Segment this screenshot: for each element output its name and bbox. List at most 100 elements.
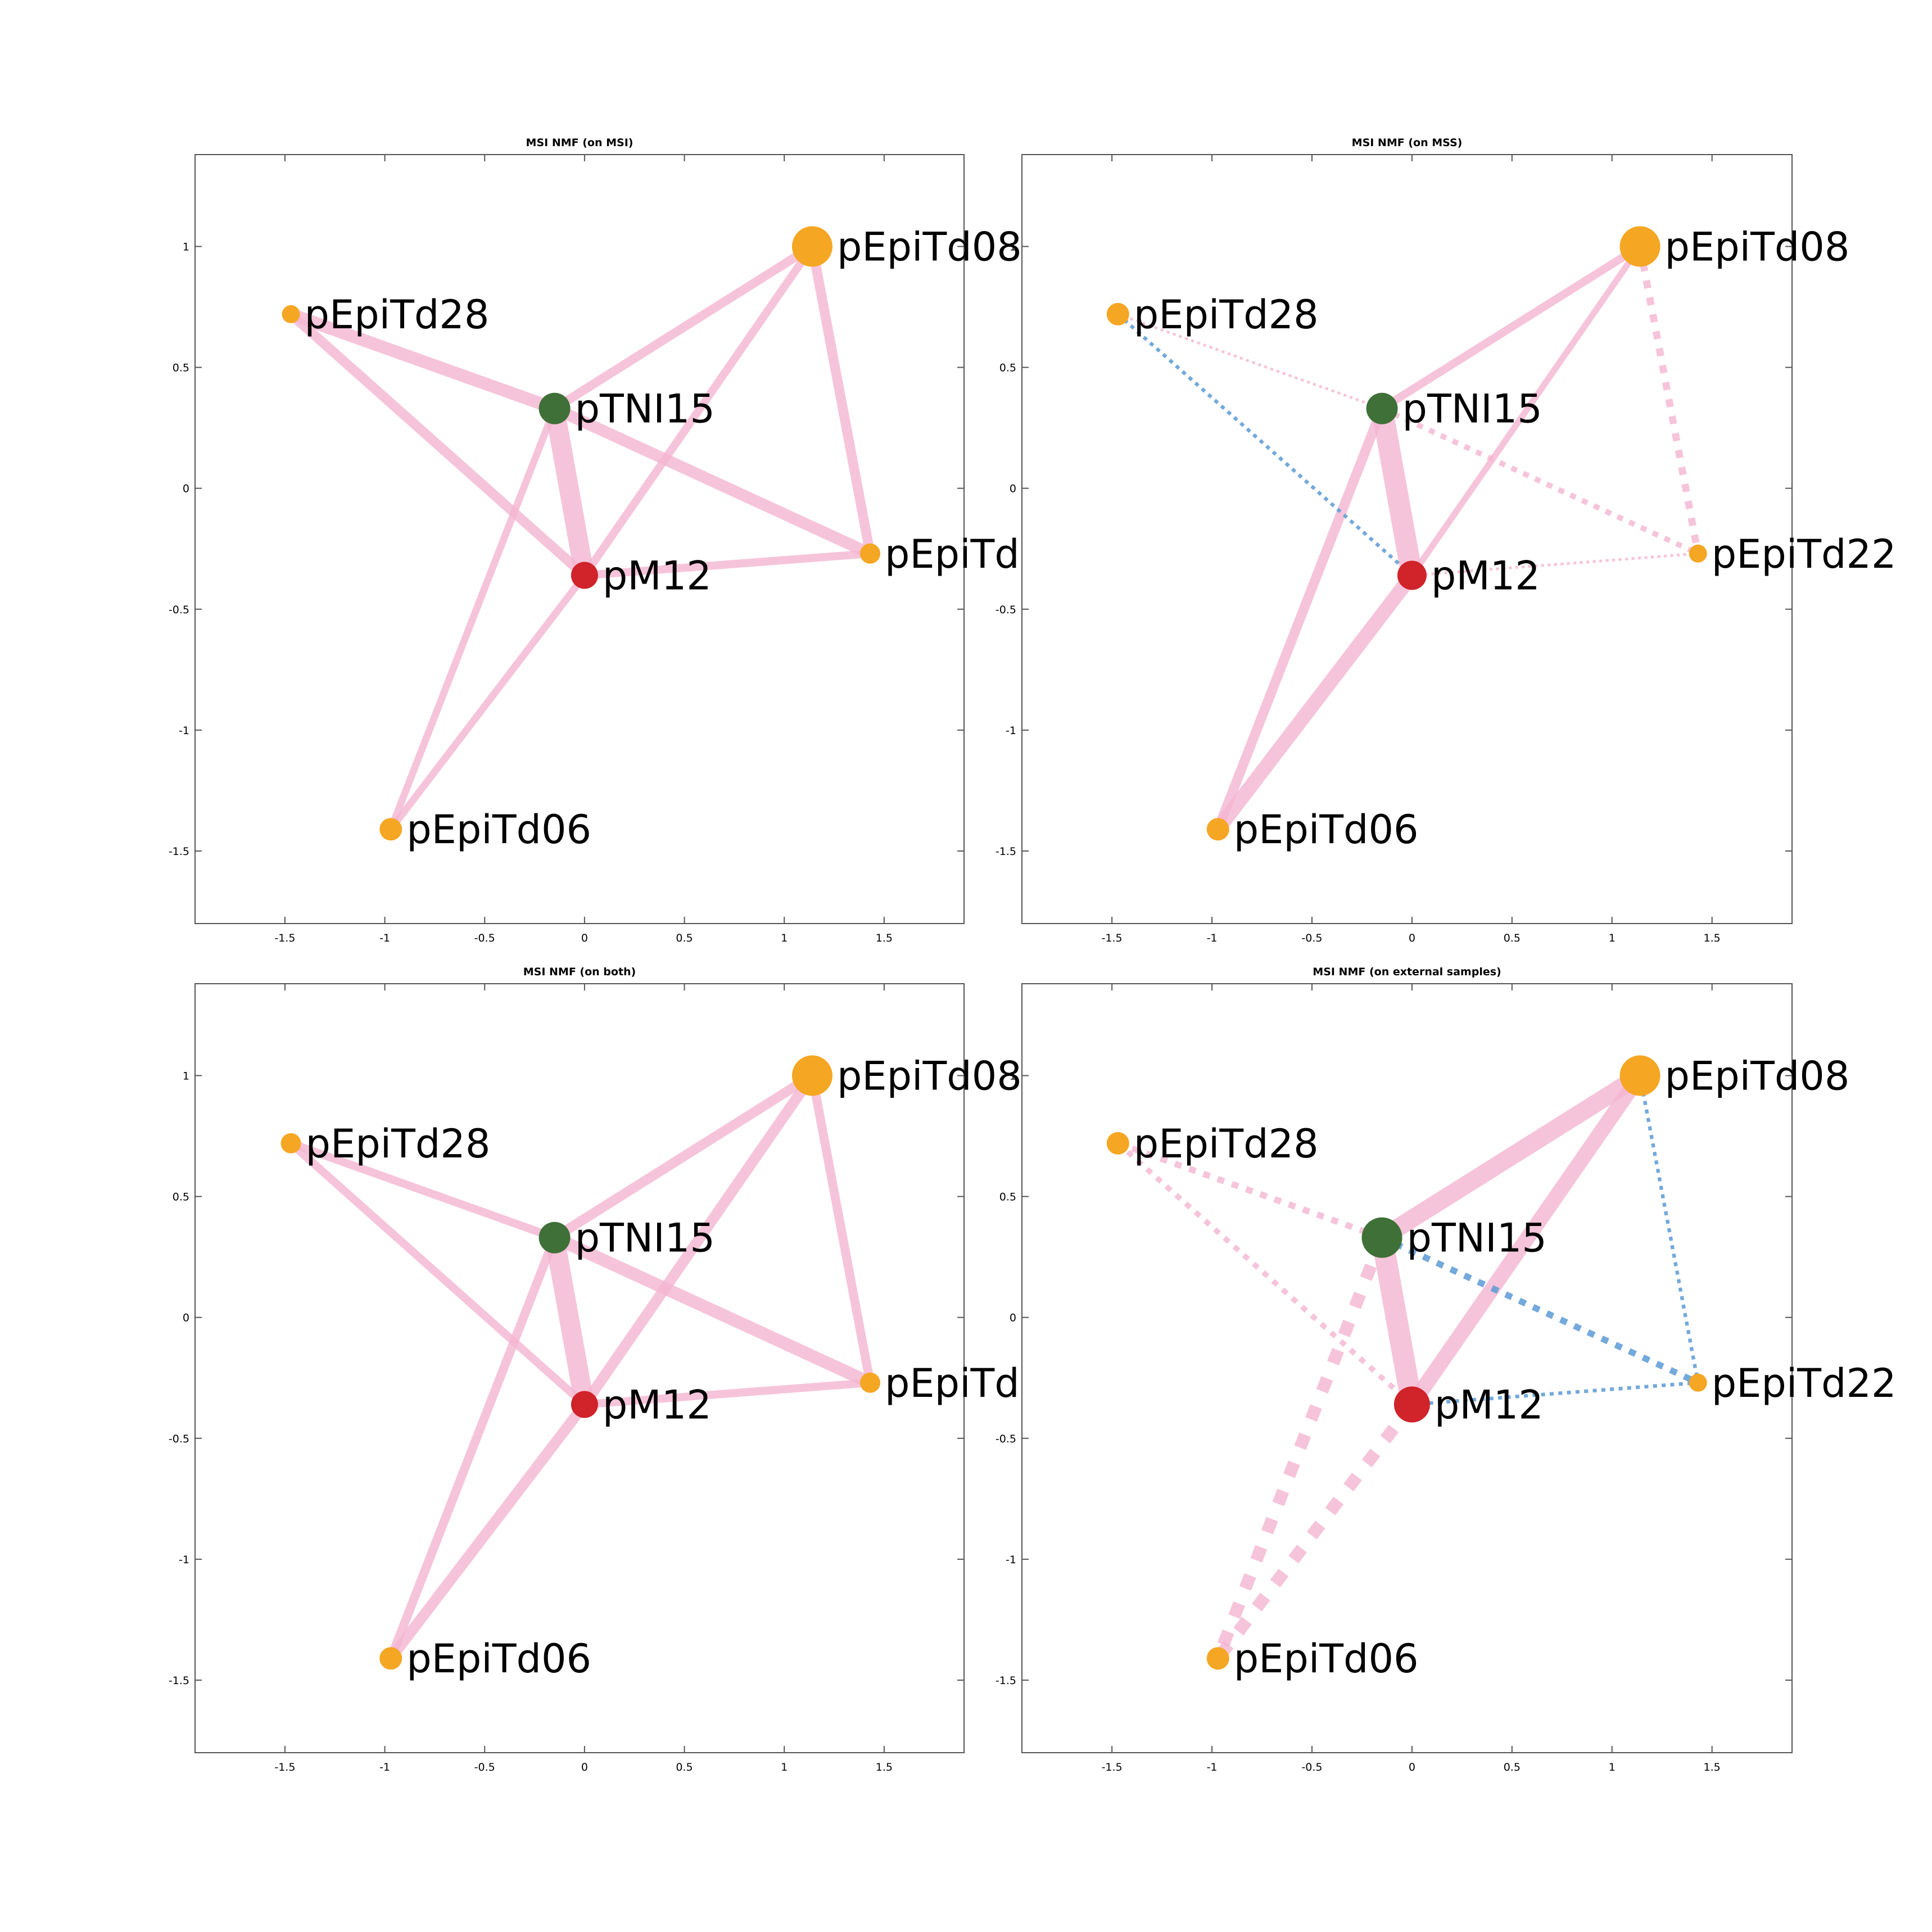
edge-pTNI15-pEpiTd06 <box>1213 406 1387 831</box>
node-pEpiTd08 <box>1619 1055 1660 1096</box>
axes-frame <box>194 154 965 924</box>
edge-pEpiTd08-pM12 <box>1405 1071 1646 1409</box>
label-layer: pEpiTd08 pEpiTd28 pTNI15 pEpiTd22 pM12 pEpiTd… <box>1134 224 1897 853</box>
x-tick-label: -1 <box>379 932 390 944</box>
x-tick-label: 1.5 <box>876 1761 893 1773</box>
edge-pTNI15-pEpiTd22 <box>552 403 873 559</box>
x-tick-label: 1.5 <box>1704 1761 1721 1773</box>
node-pM12 <box>1397 560 1427 590</box>
edge-pEpiTd08-pEpiTd22 <box>807 245 875 555</box>
y-tick-label: -1 <box>1006 725 1016 737</box>
edge-pM12-pEpiTd06 <box>1212 1400 1417 1663</box>
node-pEpiTd28 <box>280 1133 301 1153</box>
x-tick-label: 1.5 <box>1704 932 1721 944</box>
edge-pTNI15-pEpiTd22 <box>1381 1234 1700 1386</box>
panel-3: MSI NMF (on both) -1.5 -1 -0.5 0 0.5 1 1.5 1 0.5 0… <box>169 966 1022 1773</box>
x-tick-label: 1 <box>781 932 788 944</box>
edge-pTNI15-pM12 <box>1371 406 1423 577</box>
node-pEpiTd28 <box>1106 1132 1129 1155</box>
y-tick-label: -0.5 <box>169 604 189 616</box>
y-tick-label: -1 <box>179 725 189 737</box>
edge-layer <box>287 242 875 832</box>
x-tick-label: -0.5 <box>474 932 495 944</box>
edge-pTNI15-pEpiTd08 <box>1377 1067 1645 1246</box>
x-tick-label: 0.5 <box>1504 932 1521 944</box>
edge-pTNI15-pM12 <box>1371 1236 1423 1406</box>
edge-pEpiTd28-pTNI15 <box>288 308 557 415</box>
node-label-pEpiTd28: pEpiTd28 <box>1134 1121 1319 1167</box>
edge-pTNI15-pM12 <box>545 406 595 577</box>
node-pM12 <box>1393 1386 1430 1423</box>
node-label-pEpiTd22: pEpiTd22 <box>1712 1360 1897 1406</box>
edge-pTNI15-pEpiTd08 <box>1379 243 1643 412</box>
node-pEpiTd22 <box>859 1372 880 1393</box>
edge-pM12-pEpiTd22 <box>1411 552 1698 577</box>
panel-title: MSI NMF (on external samples) <box>1313 966 1501 978</box>
edge-pEpiTd08-pEpiTd22 <box>1636 246 1702 554</box>
y-tick-label: -1.5 <box>996 845 1016 858</box>
y-tick-label: -1.5 <box>169 845 189 858</box>
y-tick-label: 0 <box>183 483 189 495</box>
edge-pTNI15-pEpiTd06 <box>387 407 558 831</box>
node-label-pEpiTd28: pEpiTd28 <box>305 292 490 338</box>
node-label-pEpiTd06: pEpiTd06 <box>406 807 591 853</box>
node-label-pTNI15: pTNI15 <box>575 386 715 432</box>
y-tick-label: 0 <box>1010 1312 1016 1324</box>
edge-pTNI15-pEpiTd08 <box>552 242 815 413</box>
y-tick-label: 0.5 <box>173 1191 189 1203</box>
node-pEpiTd08 <box>791 226 832 267</box>
node-label-pEpiTd08: pEpiTd08 <box>1665 224 1850 270</box>
x-tick-label: 0 <box>1409 932 1415 944</box>
y-tick-label: 0 <box>183 1312 189 1324</box>
node-label-pEpiTd08: pEpiTd08 <box>1665 1053 1850 1099</box>
y-tick-label: 1 <box>1010 241 1016 253</box>
x-tick-label: 0 <box>581 932 588 944</box>
x-tick-label: -1.5 <box>274 1761 295 1773</box>
x-tick-label: 1 <box>1609 932 1616 944</box>
node-pEpiTd08 <box>1619 226 1660 267</box>
x-tick-label: -1.5 <box>1102 1761 1123 1773</box>
edge-pEpiTd28-pM12 <box>288 1140 587 1408</box>
node-label-pM12: pM12 <box>1431 553 1540 599</box>
node-label-pTNI15: pTNI15 <box>1402 386 1542 432</box>
edge-pEpiTd28-pTNI15 <box>289 1139 556 1242</box>
node-pTNI15 <box>1366 392 1398 424</box>
y-tick-label: -0.5 <box>996 604 1016 616</box>
node-label-pEpiTd22: pEpiTd <box>885 1360 1020 1406</box>
node-pEpiTd06 <box>379 1647 402 1670</box>
x-tick-label: 0 <box>581 1761 588 1773</box>
x-tick-label: -0.5 <box>1301 932 1322 944</box>
node-pEpiTd22 <box>859 543 880 564</box>
node-label-pM12: pM12 <box>1435 1382 1544 1428</box>
x-tick-label: 0.5 <box>1504 1761 1521 1773</box>
node-pM12 <box>571 1391 598 1418</box>
x-tick-label: -0.5 <box>474 1761 495 1773</box>
node-label-pEpiTd06: pEpiTd06 <box>406 1636 591 1682</box>
y-tick-label: -1.5 <box>169 1675 189 1687</box>
node-label-pTNI15: pTNI15 <box>1407 1215 1547 1261</box>
label-layer: pEpiTd08 pEpiTd28 pTNI15 pEpiTd pM12 pEpiTd06 <box>306 1053 1022 1682</box>
x-tick-label: -1 <box>1207 932 1218 944</box>
node-label-pEpiTd08: pEpiTd08 <box>837 224 1022 270</box>
edge-layer <box>288 1071 875 1662</box>
edge-pEpiTd28-pTNI15 <box>1116 1140 1383 1241</box>
axes-frame <box>1021 983 1793 1753</box>
y-tick-label: 0.5 <box>999 1191 1016 1203</box>
node-label-pEpiTd06: pEpiTd06 <box>1234 807 1419 853</box>
x-tick-label: -1 <box>1207 1761 1218 1773</box>
edge-pM12-pEpiTd22 <box>584 549 871 580</box>
edge-layer <box>1116 1067 1700 1663</box>
x-tick-label: -1.5 <box>274 932 295 944</box>
edge-pM12-pEpiTd06 <box>388 573 587 832</box>
edge-pEpiTd28-pM12 <box>287 310 588 580</box>
edge-pM12-pEpiTd06 <box>1212 571 1418 834</box>
node-pEpiTd22 <box>1689 544 1707 563</box>
node-pEpiTd06 <box>1206 818 1229 841</box>
node-pEpiTd22 <box>1689 1373 1707 1392</box>
edge-pEpiTd08-pM12 <box>581 244 816 578</box>
y-tick-label: -1 <box>1006 1554 1016 1566</box>
panel-2: MSI NMF (on MSS) -1.5 -1 -0.5 0 0.5 1 1.5 1 0.5 0 -… <box>996 137 1897 944</box>
node-label-pEpiTd08: pEpiTd08 <box>837 1053 1022 1099</box>
y-tick-label: -1.5 <box>996 1675 1016 1687</box>
edge-pEpiTd28-pM12 <box>1116 1141 1414 1407</box>
